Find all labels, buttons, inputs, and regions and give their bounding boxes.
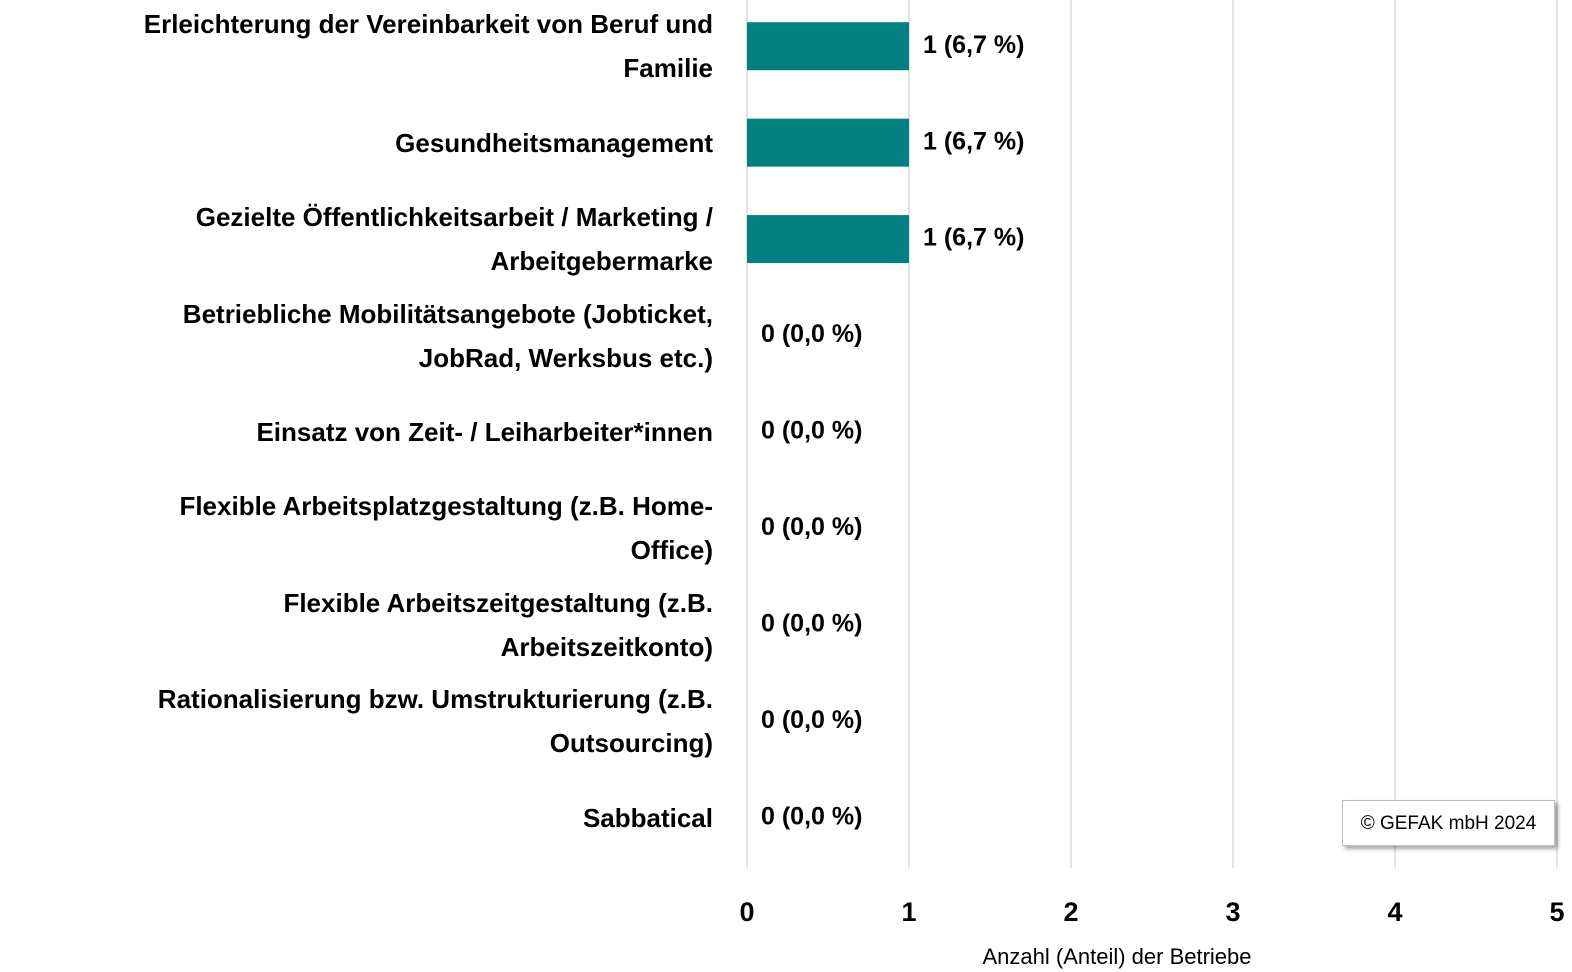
x-tick-label: 3 xyxy=(1225,897,1240,927)
category-label: Betriebliche Mobilitätsangebote (Jobtick… xyxy=(182,298,713,373)
value-label: 0 (0,0 %) xyxy=(761,417,862,445)
value-label: 0 (0,0 %) xyxy=(761,513,862,541)
category-label: Flexible Arbeitszeitgestaltung (z.B. Arb… xyxy=(283,587,713,662)
bar xyxy=(747,118,909,167)
bar xyxy=(747,215,909,264)
category-label: Rationalisierung bzw. Umstrukturierung (… xyxy=(157,684,713,759)
bar xyxy=(747,22,909,71)
value-label: 0 (0,0 %) xyxy=(761,706,862,734)
x-tick-label: 4 xyxy=(1387,897,1402,927)
x-tick-label: 1 xyxy=(901,897,916,927)
copyright-note: © GEFAK mbH 2024 xyxy=(1342,800,1555,846)
value-label: 0 (0,0 %) xyxy=(761,320,862,348)
category-label: Erleichterung der Vereinbarkeit von Beru… xyxy=(143,9,713,84)
x-tick-label: 2 xyxy=(1063,897,1078,927)
category-label: Gezielte Öffentlichkeitsarbeit / Marketi… xyxy=(195,202,713,277)
value-label: 1 (6,7 %) xyxy=(923,127,1024,155)
x-tick-label: 5 xyxy=(1549,897,1564,927)
value-label: 0 (0,0 %) xyxy=(761,802,862,830)
x-axis-label: Anzahl (Anteil) der Betriebe xyxy=(982,944,1251,969)
category-label: Sabbatical xyxy=(582,802,713,833)
category-label: Gesundheitsmanagement xyxy=(395,127,713,158)
x-tick-label: 0 xyxy=(739,897,754,927)
category-label: Einsatz von Zeit- / Leiharbeiter*innen xyxy=(256,417,713,447)
value-label: 1 (6,7 %) xyxy=(923,31,1024,59)
category-label: Flexible Arbeitsplatzgestaltung (z.B. Ho… xyxy=(179,491,713,566)
value-label: 1 (6,7 %) xyxy=(923,224,1024,252)
value-label: 0 (0,0 %) xyxy=(761,609,862,637)
